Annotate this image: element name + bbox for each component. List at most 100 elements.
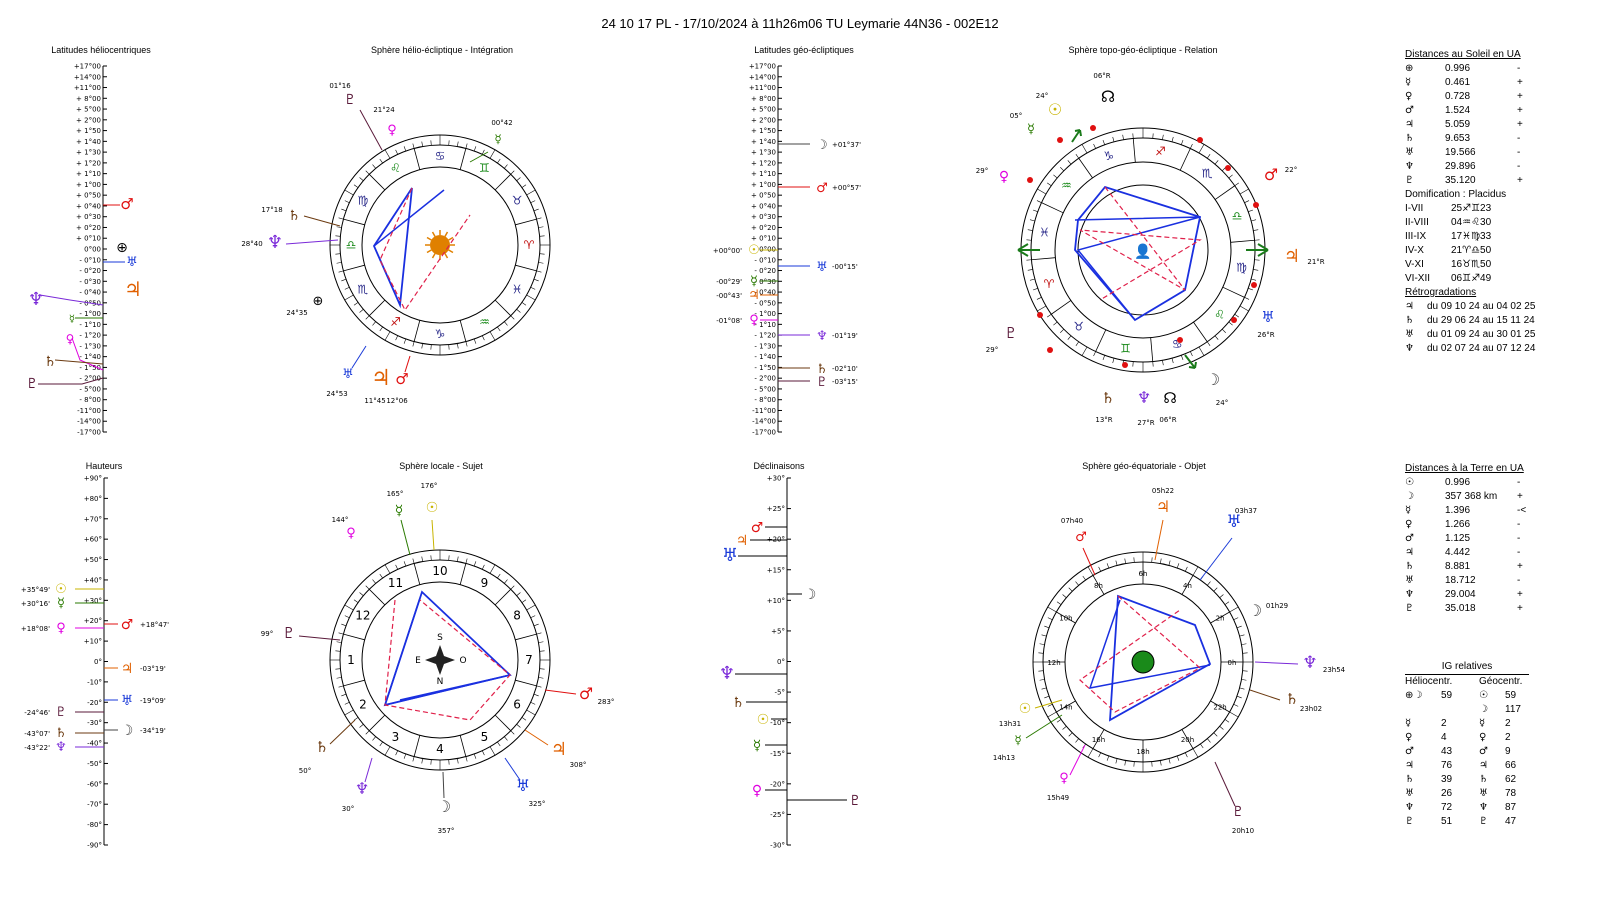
scale-tick-label: +80° (84, 495, 102, 503)
house-cusp (413, 148, 421, 170)
moon-icon: ☽ (1206, 370, 1220, 389)
trend-sign: + (1517, 119, 1523, 130)
trend-sign: - (1517, 477, 1521, 488)
wheel-tick (341, 623, 347, 627)
scale-tick-label: + 1°30 (751, 149, 776, 157)
hour-label: 16h (1092, 736, 1105, 744)
aspect-dashed-line (1079, 186, 1202, 301)
wheel-tick (536, 270, 542, 273)
scale-tick-label: + 1°20 (76, 159, 101, 167)
wheel-tick (365, 315, 370, 320)
neptune-icon: ♆ (55, 740, 67, 755)
venus-lat-line (71, 337, 104, 371)
wheel-tick (516, 177, 521, 181)
table-row: ♃ 4.442 - (1405, 546, 1585, 560)
scale-tick-label: - 8°00 (754, 396, 776, 404)
scorpio-icon: ♏ (358, 283, 369, 297)
wheel-tick (1047, 703, 1053, 707)
aries-icon: ♈ (524, 238, 535, 252)
wheel-tick (344, 294, 354, 301)
venus-pointer-line (1069, 744, 1086, 776)
venus-position-label: 15h49 (1047, 794, 1069, 802)
wheel-tick (1213, 732, 1218, 737)
neptune-geo-lat-label: -01°19' (832, 332, 858, 340)
house-cusp (1095, 329, 1107, 352)
wheel-tick (421, 343, 423, 349)
saturn-icon: ♄ (315, 738, 328, 756)
scale-tick-label: -30° (87, 719, 102, 727)
wheel-tick (421, 556, 423, 562)
saturn-icon: ♄ (55, 726, 67, 741)
table-row: ♄ 8.881 + (1405, 560, 1585, 574)
wheel-tick (1029, 219, 1035, 222)
sun-position-label: 13h31 (999, 720, 1021, 728)
scale-tick-label: + 5°00 (76, 106, 101, 114)
house-cusp (1056, 700, 1076, 713)
house-cusp (369, 174, 386, 191)
scale-tick-label: + 1°20 (751, 159, 776, 167)
wheel-tick (457, 556, 459, 562)
trend-sign: - (1517, 533, 1521, 544)
earth-icon: ⊕ (313, 294, 324, 309)
wheel-tick (353, 184, 359, 188)
wheel-tick (510, 730, 515, 735)
earth-icon: ⊕ (1405, 63, 1414, 74)
jupiter-icon: ♃ (1284, 246, 1300, 267)
wheel-tick (1068, 732, 1073, 737)
house-cusp (515, 679, 537, 687)
house-dot (1057, 137, 1063, 143)
scale-tick-label: - 1°30 (754, 342, 776, 350)
trend-sign: + (1517, 175, 1523, 186)
panel-title-helio-sphere: Sphère hélio-écliptique - Intégration (370, 45, 514, 55)
wheel-tick (1081, 346, 1088, 356)
house-cusp (1181, 729, 1194, 749)
pluto-icon: ♇ (849, 793, 862, 809)
helio-ig-value: 39 (1441, 774, 1453, 785)
house-number: 4 (436, 742, 444, 756)
wheel-tick (489, 564, 496, 574)
jupiter-position-label: 11°45 (364, 397, 385, 405)
house-cusp (1210, 611, 1230, 624)
scale-tick-label: - 1°40 (79, 353, 101, 361)
ig-title: IG relatives (1405, 660, 1529, 675)
moon-icon: ☽ (1248, 601, 1262, 620)
table-row: ♆ 29.004 + (1405, 588, 1585, 602)
panel-title-lat-geo: Latitudes géo-écliptiques (754, 45, 854, 55)
scale-tick-label: - 1°10 (754, 321, 776, 329)
scale-tick-label: + 2°00 (76, 116, 101, 124)
scale-tick-label: - 1°40 (754, 353, 776, 361)
wheel-tick (1236, 625, 1242, 629)
hour-label: 10h (1059, 615, 1072, 623)
uranus-icon: ♅ (1261, 308, 1274, 326)
scale-tick-label: -20° (770, 780, 785, 788)
geo-ig-value: 9 (1505, 746, 1511, 757)
moon-icon: ☽ (1405, 491, 1414, 502)
aspect-dashed-line (1079, 595, 1202, 713)
jupiter-icon: ♃ (551, 739, 567, 760)
wheel-tick (1102, 355, 1105, 361)
wheel-tick (1248, 288, 1254, 291)
topo-ecliptic-wheel: ♍ ♌ ♋ ♊ ♉ ♈ ♓ ♒ ♑ ♐ ♏ ♎ 👤 (1017, 125, 1269, 373)
scale-tick-label: +15° (767, 566, 785, 574)
wheel-tick (1044, 625, 1050, 629)
neptune-pointer-line (364, 757, 373, 783)
pluto-pointer-line (1214, 761, 1236, 807)
table-row: ♇ 51 ♇ 47 (1405, 815, 1535, 829)
house-number: 6 (513, 698, 521, 712)
wheel-tick (1037, 188, 1047, 195)
jupiter-icon: ♃ (124, 277, 142, 301)
wheel-tick (1093, 143, 1096, 149)
scale-tick-label: + 8°00 (76, 95, 101, 103)
wheel-tick (1253, 269, 1259, 271)
trend-sign: + (1517, 105, 1523, 116)
sun-ray (431, 231, 436, 237)
wheel-tick (1075, 581, 1079, 586)
astro-diagrams: +17°00 +14°00 +11°00 + 8°00 + 5°00 + 2°00 + 1°… (21, 63, 1346, 850)
distance-value: 357 368 km (1445, 491, 1498, 502)
moon-height-label: -34°19' (140, 727, 166, 735)
scale-tick-label: + 0°20 (751, 224, 776, 232)
wheel-tick (1032, 209, 1038, 212)
house-cusp (1092, 729, 1105, 749)
wheel-tick (473, 146, 477, 152)
table-row: ♆ du 02 07 24 au 07 12 24 (1405, 342, 1585, 356)
